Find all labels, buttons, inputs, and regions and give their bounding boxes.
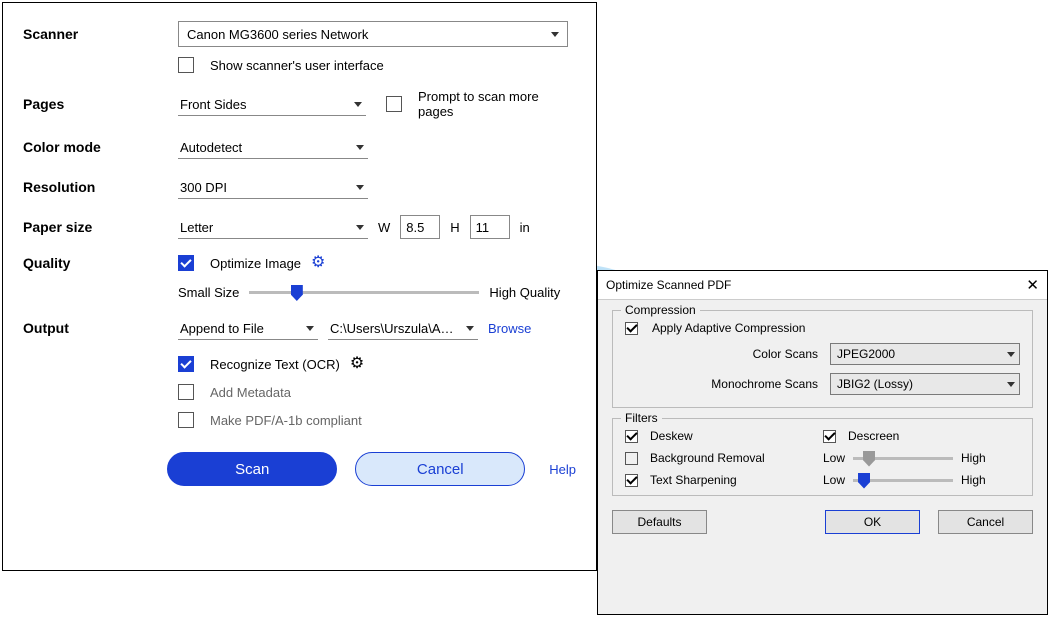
chevron-down-icon: [356, 225, 364, 230]
scan-button[interactable]: Scan: [167, 452, 337, 486]
mono-scans-label: Monochrome Scans: [711, 377, 818, 391]
unit-label: in: [520, 220, 530, 235]
pdfa-checkbox[interactable]: [178, 412, 194, 428]
cancel-button[interactable]: Cancel: [355, 452, 525, 486]
deskew-label: Deskew: [650, 429, 693, 443]
optimize-dialog: Optimize Scanned PDF ✕ Compression Apply…: [597, 270, 1048, 615]
slider-thumb[interactable]: [863, 451, 875, 467]
gear-icon[interactable]: ⚙: [311, 255, 325, 271]
color-scans-select[interactable]: JPEG2000: [830, 343, 1020, 365]
descreen-checkbox[interactable]: [823, 430, 836, 443]
resolution-value: 300 DPI: [180, 180, 227, 195]
chevron-down-icon: [1007, 352, 1015, 357]
deskew-checkbox[interactable]: [625, 430, 638, 443]
show-scanner-ui-checkbox[interactable]: [178, 57, 194, 73]
chevron-down-icon: [356, 185, 364, 190]
optimize-image-checkbox[interactable]: [178, 255, 194, 271]
sharpen-checkbox[interactable]: [625, 474, 638, 487]
metadata-label: Add Metadata: [210, 385, 291, 400]
label-quality: Quality: [23, 255, 178, 271]
output-path-select[interactable]: C:\Users\Urszula\App...: [328, 316, 478, 340]
browse-link[interactable]: Browse: [488, 321, 531, 336]
filters-legend: Filters: [621, 411, 662, 425]
pages-select-value: Front Sides: [180, 97, 246, 112]
label-resolution: Resolution: [23, 179, 178, 195]
width-input[interactable]: [400, 215, 440, 239]
output-mode-select[interactable]: Append to File: [178, 316, 318, 340]
sharpen-slider[interactable]: [853, 479, 953, 482]
scanner-select-value: Canon MG3600 series Network: [187, 27, 368, 42]
mono-scans-select[interactable]: JBIG2 (Lossy): [830, 373, 1020, 395]
defaults-button[interactable]: Defaults: [612, 510, 707, 534]
show-scanner-ui-label: Show scanner's user interface: [210, 58, 384, 73]
height-label: H: [450, 220, 459, 235]
dialog-cancel-button[interactable]: Cancel: [938, 510, 1033, 534]
mono-scans-value: JBIG2 (Lossy): [837, 377, 913, 391]
bg-slider[interactable]: [853, 457, 953, 460]
pdfa-label: Make PDF/A-1b compliant: [210, 413, 362, 428]
slider-thumb[interactable]: [291, 285, 303, 301]
chevron-down-icon: [356, 145, 364, 150]
color-mode-value: Autodetect: [180, 140, 242, 155]
bg-removal-checkbox[interactable]: [625, 452, 638, 465]
prompt-more-checkbox[interactable]: [386, 96, 402, 112]
color-scans-value: JPEG2000: [837, 347, 895, 361]
dialog-title: Optimize Scanned PDF: [606, 278, 731, 292]
scanner-select[interactable]: Canon MG3600 series Network: [178, 21, 568, 47]
ocr-label: Recognize Text (OCR): [210, 357, 340, 372]
chevron-down-icon: [1007, 382, 1015, 387]
sharpen-label: Text Sharpening: [650, 473, 737, 487]
quality-slider[interactable]: [249, 291, 479, 294]
ocr-checkbox[interactable]: [178, 356, 194, 372]
output-path-value: C:\Users\Urszula\App...: [330, 321, 460, 336]
label-pages: Pages: [23, 96, 178, 112]
color-mode-select[interactable]: Autodetect: [178, 135, 368, 159]
width-label: W: [378, 220, 390, 235]
bg-high: High: [961, 451, 986, 465]
adaptive-label: Apply Adaptive Compression: [652, 321, 805, 335]
label-color-mode: Color mode: [23, 139, 178, 155]
resolution-select[interactable]: 300 DPI: [178, 175, 368, 199]
label-output: Output: [23, 320, 178, 336]
slider-high-label: High Quality: [489, 285, 560, 300]
sh-high: High: [961, 473, 986, 487]
color-scans-label: Color Scans: [753, 347, 818, 361]
bg-low: Low: [823, 451, 845, 465]
compression-group: Compression Apply Adaptive Compression C…: [612, 310, 1033, 408]
paper-size-value: Letter: [180, 220, 213, 235]
pages-select[interactable]: Front Sides: [178, 92, 366, 116]
ok-button[interactable]: OK: [825, 510, 920, 534]
bg-removal-label: Background Removal: [650, 451, 765, 465]
chevron-down-icon: [354, 102, 362, 107]
paper-size-select[interactable]: Letter: [178, 215, 368, 239]
scan-settings-window: Scanner Canon MG3600 series Network Show…: [2, 2, 597, 571]
chevron-down-icon: [466, 326, 474, 331]
label-paper-size: Paper size: [23, 219, 178, 235]
height-input[interactable]: [470, 215, 510, 239]
close-icon[interactable]: ✕: [1026, 276, 1039, 294]
prompt-more-label: Prompt to scan more pages: [418, 89, 576, 119]
filters-group: Filters Deskew Descreen Background Remov…: [612, 418, 1033, 496]
adaptive-checkbox[interactable]: [625, 322, 638, 335]
dialog-titlebar: Optimize Scanned PDF ✕: [598, 271, 1047, 300]
metadata-checkbox[interactable]: [178, 384, 194, 400]
slider-thumb[interactable]: [858, 473, 870, 489]
help-link[interactable]: Help: [549, 462, 576, 477]
output-mode-value: Append to File: [180, 321, 264, 336]
chevron-down-icon: [551, 32, 559, 37]
descreen-label: Descreen: [848, 429, 899, 443]
chevron-down-icon: [306, 326, 314, 331]
sh-low: Low: [823, 473, 845, 487]
label-scanner: Scanner: [23, 26, 178, 42]
optimize-image-label: Optimize Image: [210, 256, 301, 271]
compression-legend: Compression: [621, 303, 700, 317]
slider-small-label: Small Size: [178, 285, 239, 300]
gear-icon[interactable]: ⚙: [350, 356, 364, 372]
